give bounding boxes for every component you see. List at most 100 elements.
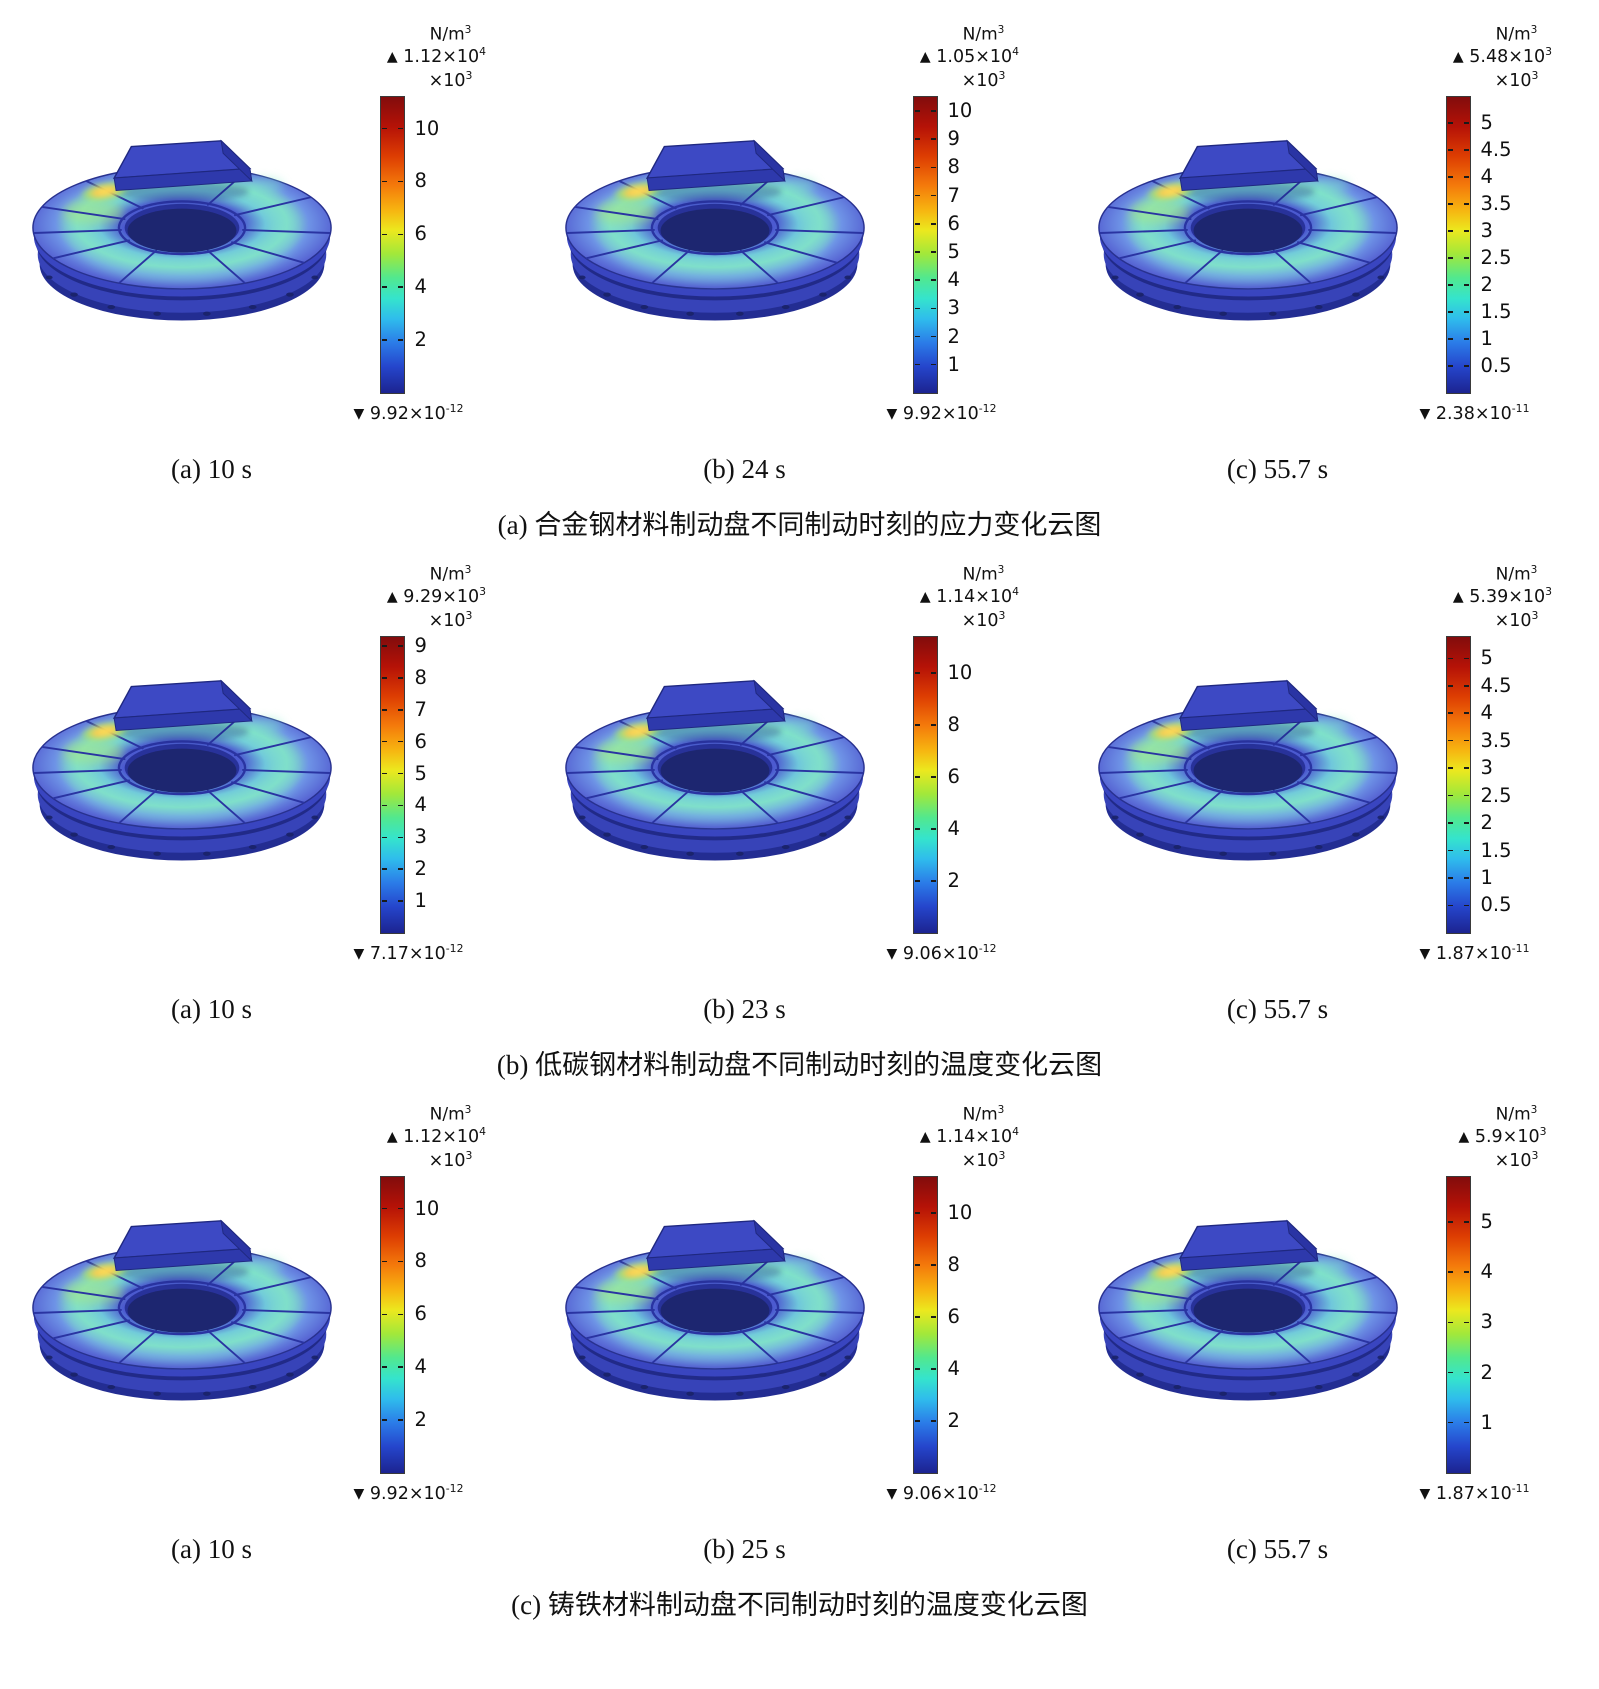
colorbar: 5 4.5 4 3.5 3 2.5 2 1.5 1 0.5 (1445, 95, 1512, 394)
brake-disc-image (1090, 115, 1406, 330)
colorbar-unit-label: N/m3 (891, 1104, 1043, 1125)
brake-disc-render (24, 1195, 340, 1414)
scale-exponent: 3 (465, 609, 473, 623)
colorbar-wrap: 10 8 6 4 2 (379, 1175, 510, 1474)
figure-row: N/m3 ▲ 1.12×104 ×103 10 8 6 4 2 ▼ 9.92×10-12… (0, 8, 1599, 542)
colorbar-unit-label: N/m3 (891, 564, 1043, 585)
min-value-exponent: -12 (445, 401, 464, 415)
colorbar-max-label: ▲ 1.12×104 (358, 1125, 510, 1149)
colorbar-legend: N/m3 ▲ 5.48×103 ×103 5 4.5 4 3.5 3 2.5 2 1.5 1 0.… (1420, 24, 1576, 423)
colorbar-min-label: ▼ 9.06×10-12 (887, 942, 1043, 964)
colorbar-unit-label: N/m3 (1424, 1104, 1576, 1125)
colorbar-min-label: ▼ 9.92×10-12 (354, 1482, 510, 1504)
colorbar-unit-label: N/m3 (358, 1104, 510, 1125)
max-value-text: 1.14×10 (936, 587, 1013, 608)
colorbar-scale-label: ×103 (891, 69, 1043, 92)
row-panels: N/m3 ▲ 1.12×104 ×103 10 8 6 4 2 ▼ 9.92×10-12… (0, 1088, 1599, 1565)
max-arrow-icon: ▲ (919, 589, 931, 606)
colorbar-unit-label: N/m3 (891, 24, 1043, 45)
unit-text: N/m (429, 24, 465, 45)
colorbar-max-label: ▲ 1.14×104 (891, 1125, 1043, 1149)
max-value-text: 9.29×10 (403, 587, 480, 608)
min-value-exponent: -12 (978, 941, 997, 955)
max-value-exponent: 4 (1012, 45, 1020, 59)
colorbar-tick-label: 10 (947, 661, 973, 685)
max-value-text: 1.05×10 (936, 47, 1013, 68)
min-arrow-icon: ▼ (886, 405, 898, 422)
row-caption: (a) 合金钢材料制动盘不同制动时刻的应力变化云图 (497, 510, 1102, 540)
max-arrow-icon: ▲ (919, 49, 931, 66)
scale-text: ×10 (1494, 610, 1532, 631)
colorbar-tick-label: 5 (414, 761, 427, 785)
max-arrow-icon: ▲ (1452, 49, 1464, 66)
unit-text: N/m (1495, 1104, 1531, 1125)
panel-time-caption: (b) 24 s (703, 454, 786, 484)
colorbar-legend: N/m3 ▲ 1.14×104 ×103 10 8 6 4 2 ▼ 9.06×10-12 (887, 564, 1043, 963)
min-value-text: 9.06×10 (902, 943, 979, 964)
colorbar-legend: N/m3 ▲ 1.14×104 ×103 10 8 6 4 2 ▼ 9.06×10-12 (887, 1104, 1043, 1503)
unit-text: N/m (429, 564, 465, 585)
colorbar-tick-label: 2 (1480, 272, 1493, 296)
row-caption: (b) 低碳钢材料制动盘不同制动时刻的温度变化云图 (496, 1050, 1103, 1080)
colorbar-tick-label: 6 (947, 211, 960, 235)
min-value-exponent: -11 (1511, 941, 1530, 955)
simulation-panel: N/m3 ▲ 5.48×103 ×103 5 4.5 4 3.5 3 2.5 2 1.5 1 0.… (1066, 8, 1599, 485)
colorbar-tick-label: 1.5 (1480, 299, 1512, 323)
brake-disc-image (557, 655, 873, 870)
panel-main: N/m3 ▲ 1.05×104 ×103 10 9 8 7 6 5 4 3 2 1 ▼ 9.92×… (557, 8, 1043, 440)
colorbar-tick-label: 9 (947, 127, 960, 151)
max-value-exponent: 4 (479, 1125, 487, 1139)
colorbar-max-label: ▲ 5.9×103 (1424, 1125, 1576, 1149)
colorbar-wrap: 5 4.5 4 3.5 3 2.5 2 1.5 1 0.5 (1445, 635, 1576, 934)
scale-text: ×10 (428, 1150, 466, 1171)
panel-main: N/m3 ▲ 5.48×103 ×103 5 4.5 4 3.5 3 2.5 2 1.5 1 0.… (1090, 8, 1576, 440)
colorbar-tick-label: 8 (414, 666, 427, 690)
brake-disc-image (557, 1195, 873, 1410)
max-value-exponent: 3 (1545, 45, 1553, 59)
colorbar-unit-label: N/m3 (358, 564, 510, 585)
simulation-panel: N/m3 ▲ 1.12×104 ×103 10 8 6 4 2 ▼ 9.92×10-12… (0, 1088, 533, 1565)
colorbar-max-label: ▲ 5.48×103 (1424, 45, 1576, 69)
colorbar: 10 8 6 4 2 (379, 95, 439, 394)
colorbar-legend: N/m3 ▲ 1.05×104 ×103 10 9 8 7 6 5 4 3 2 1 ▼ 9.92×… (887, 24, 1043, 423)
unit-exponent: 3 (997, 564, 1005, 577)
min-value-exponent: -11 (1511, 1481, 1530, 1495)
colorbar-tick-label: 2 (1480, 1360, 1493, 1384)
min-arrow-icon: ▼ (886, 1485, 898, 1502)
scale-text: ×10 (428, 70, 466, 91)
colorbar-wrap: 9 8 7 6 5 4 3 2 1 (379, 634, 510, 934)
colorbar-tick-label: 6 (414, 729, 427, 753)
colorbar-wrap: 10 8 6 4 2 (379, 95, 510, 394)
colorbar-legend: N/m3 ▲ 5.39×103 ×103 5 4.5 4 3.5 3 2.5 2 1.5 1 0.… (1420, 564, 1576, 963)
colorbar-tick-label: 3 (947, 296, 960, 320)
colorbar-min-label: ▼ 7.17×10-12 (354, 942, 510, 964)
simulation-panel: N/m3 ▲ 5.39×103 ×103 5 4.5 4 3.5 3 2.5 2 1.5 1 0.… (1066, 548, 1599, 1025)
colorbar: 10 8 6 4 2 (912, 1175, 972, 1474)
colorbar-tick-label: 2 (947, 1409, 960, 1433)
min-value-text: 7.17×10 (369, 943, 446, 964)
unit-exponent: 3 (997, 24, 1005, 37)
unit-exponent: 3 (1530, 24, 1538, 37)
max-value-exponent: 4 (1012, 1125, 1020, 1139)
colorbar-tick-label: 2.5 (1480, 245, 1512, 269)
colorbar-tick-label: 0.5 (1480, 893, 1512, 917)
colorbar-tick-label: 5 (1480, 110, 1493, 134)
max-arrow-icon: ▲ (919, 1129, 931, 1146)
brake-disc-render (557, 115, 873, 334)
colorbar-tick-label: 4.5 (1480, 137, 1512, 161)
unit-exponent: 3 (1530, 564, 1538, 577)
colorbar-min-label: ▼ 1.87×10-11 (1420, 942, 1576, 964)
unit-exponent: 3 (1530, 1104, 1538, 1117)
colorbar-tick-label: 3.5 (1480, 728, 1512, 752)
scale-exponent: 3 (998, 1149, 1006, 1163)
colorbar-tick-label: 2 (414, 857, 427, 881)
panel-main: N/m3 ▲ 1.12×104 ×103 10 8 6 4 2 ▼ 9.92×10-12 (24, 1088, 510, 1520)
colorbar-tick-label: 1 (1480, 1410, 1493, 1434)
colorbar-min-label: ▼ 9.06×10-12 (887, 1482, 1043, 1504)
colorbar: 10 8 6 4 2 (912, 635, 972, 934)
unit-text: N/m (429, 1104, 465, 1125)
min-value-exponent: -12 (445, 941, 464, 955)
panel-time-caption: (a) 10 s (171, 454, 252, 484)
unit-exponent: 3 (464, 24, 472, 37)
